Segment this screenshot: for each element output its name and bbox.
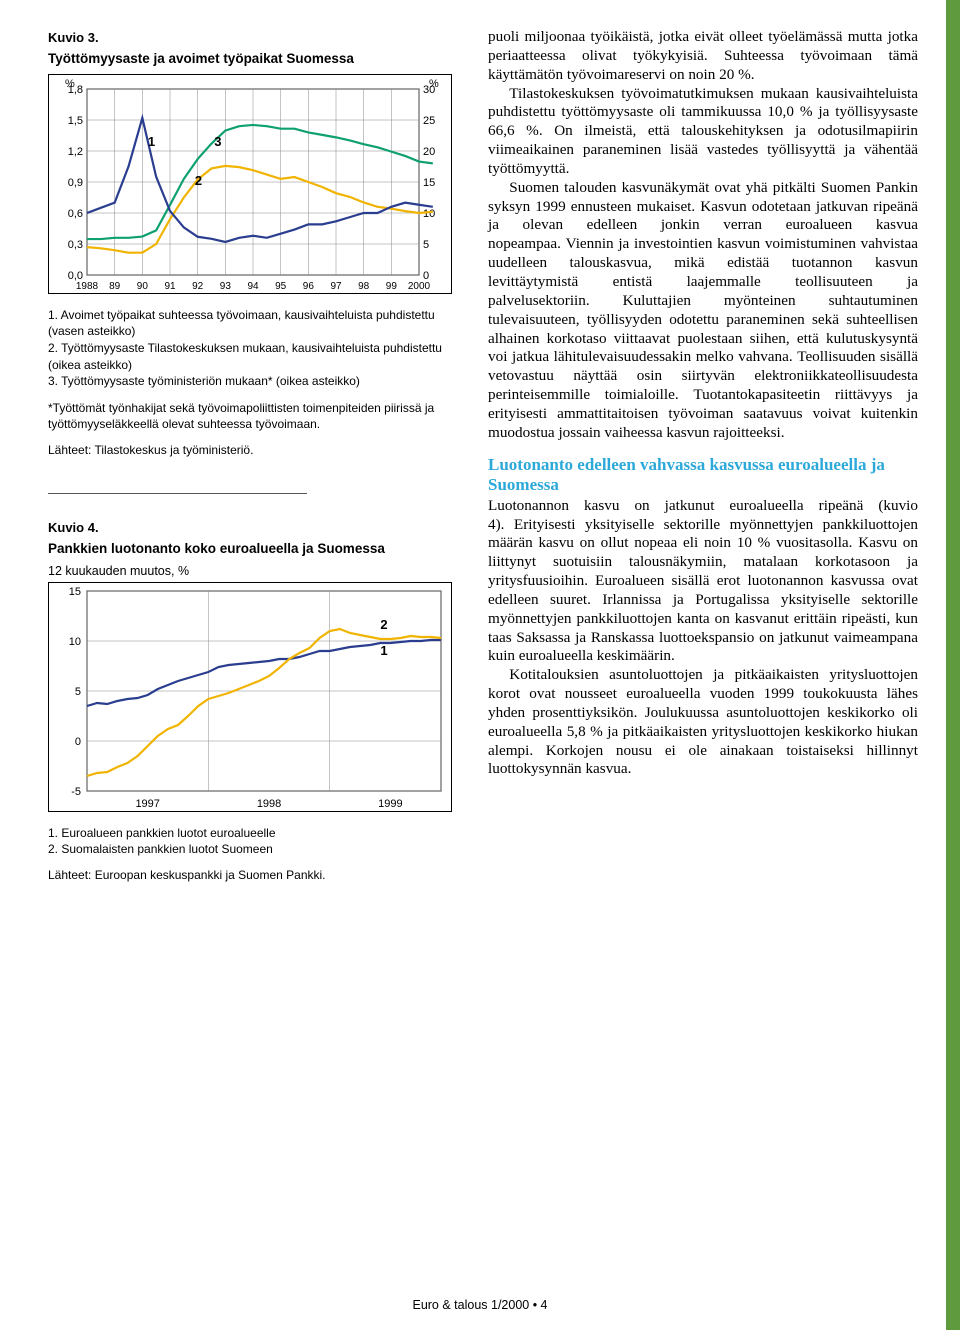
svg-text:96: 96 [303, 281, 315, 292]
svg-text:%: % [65, 78, 75, 90]
svg-text:1,2: 1,2 [68, 146, 83, 158]
svg-text:1: 1 [148, 134, 155, 149]
figure-3-chart: 0,00,30,60,91,21,51,80510152025301988899… [48, 74, 452, 294]
svg-text:20: 20 [423, 146, 435, 158]
figure-4-title: Pankkien luotonanto koko euroalueella ja… [48, 541, 452, 558]
figure-4-label: Kuvio 4. [48, 520, 452, 535]
left-column: Kuvio 3. Työttömyysaste ja avoimet työpa… [48, 30, 452, 918]
figure-3-legend-1: 1. Avoimet työpaikat suhteessa työvoimaa… [48, 307, 452, 340]
figure-4-legend-2: 2. Suomalaisten pankkien luotot Suomeen [48, 841, 452, 858]
figure-3-title: Työttömyysaste ja avoimet työpaikat Suom… [48, 51, 452, 68]
svg-text:91: 91 [164, 281, 176, 292]
figure-4-legend: 1. Euroalueen pankkien luotot euroalueel… [48, 825, 452, 858]
figure-3-legend-2: 2. Työttömyysaste Tilastokeskuksen mukaa… [48, 340, 452, 373]
svg-text:10: 10 [69, 636, 81, 648]
svg-text:1997: 1997 [135, 798, 159, 810]
svg-text:15: 15 [423, 177, 435, 189]
figure-4: Kuvio 4. Pankkien luotonanto koko euroal… [48, 520, 452, 882]
figure-3-note: *Työttömät työnhakijat sekä työvoimapoli… [48, 400, 452, 433]
figure-3-label: Kuvio 3. [48, 30, 452, 45]
svg-text:98: 98 [358, 281, 370, 292]
paragraph-1: puoli miljoonaa työikäistä, jotka eivät … [488, 28, 918, 85]
svg-text:2: 2 [195, 173, 202, 188]
svg-text:15: 15 [69, 586, 81, 598]
svg-text:25: 25 [423, 115, 435, 127]
green-margin-bar [946, 0, 960, 1330]
svg-text:2: 2 [380, 617, 387, 632]
figure-3-legend-3: 3. Työttömyysaste työministeriön mukaan*… [48, 373, 452, 390]
figure-3-source: Lähteet: Tilastokeskus ja työministeriö. [48, 443, 452, 457]
paragraph-2: Tilastokeskuksen työvoimatutkimuksen muk… [488, 85, 918, 179]
figure-3-legend: 1. Avoimet työpaikat suhteessa työvoimaa… [48, 307, 452, 390]
right-column: puoli miljoonaa työikäistä, jotka eivät … [488, 28, 918, 779]
svg-text:90: 90 [137, 281, 149, 292]
divider [48, 493, 307, 494]
figure-4-legend-1: 1. Euroalueen pankkien luotot euroalueel… [48, 825, 452, 842]
svg-text:95: 95 [275, 281, 287, 292]
svg-text:1: 1 [380, 643, 387, 658]
paragraph-5: Kotitalouksien asuntoluottojen ja pitkäa… [488, 666, 918, 779]
svg-text:1998: 1998 [257, 798, 281, 810]
svg-text:89: 89 [109, 281, 121, 292]
svg-text:%: % [429, 78, 439, 90]
svg-text:99: 99 [386, 281, 398, 292]
svg-text:1,5: 1,5 [68, 115, 83, 127]
svg-text:10: 10 [423, 208, 435, 220]
svg-text:0: 0 [75, 736, 81, 748]
page-footer: Euro & talous 1/2000 • 4 [0, 1298, 960, 1312]
svg-text:1999: 1999 [378, 798, 402, 810]
svg-text:5: 5 [423, 239, 429, 251]
paragraph-4: Luotonannon kasvu on jatkunut euroalueel… [488, 497, 918, 667]
svg-text:0,6: 0,6 [68, 208, 83, 220]
figure-4-source: Lähteet: Euroopan keskuspankki ja Suomen… [48, 868, 452, 882]
figure-4-subtitle: 12 kuukauden muutos, % [48, 564, 452, 578]
svg-text:97: 97 [330, 281, 342, 292]
svg-text:5: 5 [75, 686, 81, 698]
figure-3-chart-wrapper: 0,00,30,60,91,21,51,80510152025301988899… [48, 74, 452, 299]
svg-text:2000: 2000 [408, 281, 431, 292]
svg-text:-5: -5 [71, 786, 81, 798]
figure-3: Kuvio 3. Työttömyysaste ja avoimet työpa… [48, 30, 452, 457]
svg-text:1988: 1988 [76, 281, 99, 292]
svg-text:0,9: 0,9 [68, 177, 83, 189]
section-heading: Luotonanto edelleen vahvassa kasvussa eu… [488, 455, 918, 495]
paragraph-3: Suomen talouden kasvunäkymät ovat yhä pi… [488, 179, 918, 443]
svg-text:94: 94 [247, 281, 259, 292]
svg-text:93: 93 [220, 281, 232, 292]
svg-text:3: 3 [214, 134, 221, 149]
svg-text:92: 92 [192, 281, 204, 292]
figure-4-chart-wrapper: -5 0 5 10 15 1997 1998 1999 2 1 [48, 582, 452, 817]
figure-4-chart: -5 0 5 10 15 1997 1998 1999 2 1 [48, 582, 452, 812]
svg-text:0,3: 0,3 [68, 239, 83, 251]
page: Kuvio 3. Työttömyysaste ja avoimet työpa… [0, 0, 960, 1330]
